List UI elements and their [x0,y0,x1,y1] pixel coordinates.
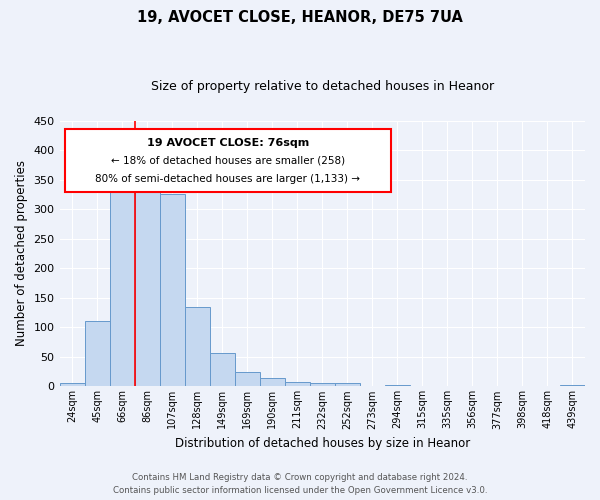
Bar [209,352,235,386]
Bar [260,378,285,386]
Y-axis label: Number of detached properties: Number of detached properties [15,160,28,346]
FancyBboxPatch shape [65,128,391,192]
Bar [235,372,260,386]
Bar [185,306,209,386]
Bar [560,384,585,386]
Text: 19, AVOCET CLOSE, HEANOR, DE75 7UA: 19, AVOCET CLOSE, HEANOR, DE75 7UA [137,10,463,25]
Bar [310,384,335,386]
Bar [385,384,410,386]
Bar [134,165,160,386]
Bar [285,382,310,386]
Bar [85,322,110,386]
Text: Contains HM Land Registry data © Crown copyright and database right 2024.
Contai: Contains HM Land Registry data © Crown c… [113,474,487,495]
Text: 80% of semi-detached houses are larger (1,133) →: 80% of semi-detached houses are larger (… [95,174,360,184]
Bar [59,384,85,386]
X-axis label: Distribution of detached houses by size in Heanor: Distribution of detached houses by size … [175,437,470,450]
Bar [110,180,134,386]
Text: ← 18% of detached houses are smaller (258): ← 18% of detached houses are smaller (25… [110,156,345,166]
Bar [335,384,360,386]
Bar [160,194,185,386]
Text: 19 AVOCET CLOSE: 76sqm: 19 AVOCET CLOSE: 76sqm [146,138,309,148]
Title: Size of property relative to detached houses in Heanor: Size of property relative to detached ho… [151,80,494,93]
